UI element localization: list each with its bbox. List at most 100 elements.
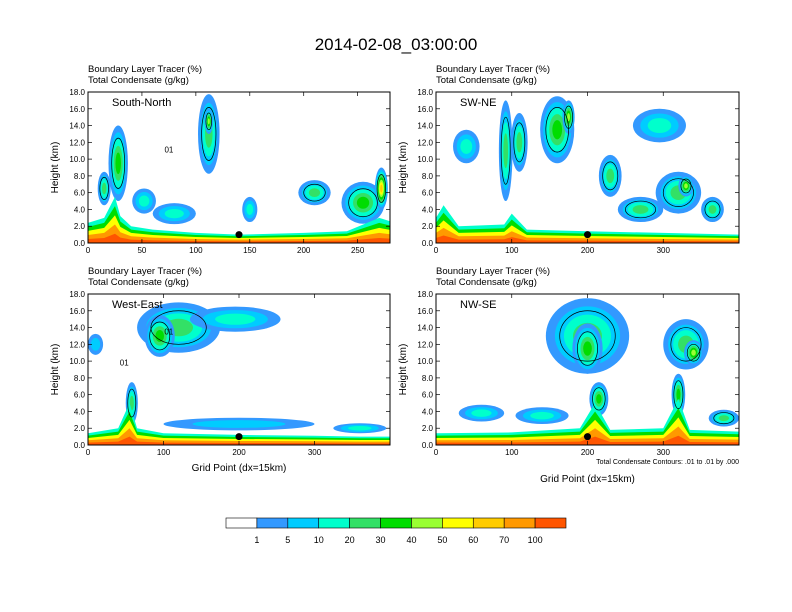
y-tick-label: 16.0 xyxy=(69,307,85,316)
plot-area: 01 xyxy=(88,94,390,243)
condensate-contour xyxy=(303,183,326,202)
y-tick-label: 14.0 xyxy=(417,122,433,131)
boundary-layer-band xyxy=(436,417,739,445)
panel-subtitle: Boundary Layer Tracer (%) xyxy=(88,266,202,277)
condensate-contour xyxy=(149,321,171,351)
colorbar-label: 60 xyxy=(468,535,478,545)
tracer-blob xyxy=(155,329,165,342)
boundary-layer-band xyxy=(88,215,390,243)
colorbar-label: 30 xyxy=(376,535,386,545)
condensate-contour xyxy=(713,412,735,425)
boundary-layer-band xyxy=(88,428,390,445)
x-tick-label: 150 xyxy=(243,246,257,255)
y-tick-label: 0.0 xyxy=(74,441,86,450)
condensate-contour xyxy=(564,105,573,129)
colorbar-swatch xyxy=(318,517,350,529)
colorbar-swatch xyxy=(380,517,412,529)
x-tick-label: 100 xyxy=(189,246,203,255)
location-marker xyxy=(584,433,591,441)
panel-south-north: 01 0.0 2.0 4.0 6.0 8.0 10.0 12.0 14.0 16.0 18.0 0 50… xyxy=(50,64,391,255)
x-tick-label: 100 xyxy=(505,448,519,457)
y-tick-label: 6.0 xyxy=(422,189,434,198)
colorbar-label: 20 xyxy=(345,535,355,545)
condensate-contour xyxy=(704,200,721,219)
tracer-blob xyxy=(308,188,321,198)
y-tick-label: 4.0 xyxy=(74,205,86,214)
tracer-blob xyxy=(356,196,370,209)
plot-frame xyxy=(435,91,740,244)
y-tick-label: 6.0 xyxy=(74,391,86,400)
boundary-layer-band xyxy=(88,233,390,243)
contour-label: 01 xyxy=(164,327,173,336)
tracer-blob xyxy=(246,203,254,216)
tracer-blob xyxy=(471,409,492,417)
y-tick-label: 10.0 xyxy=(69,357,85,366)
panel-region-label: West-East xyxy=(112,299,163,311)
x-tick-label: 50 xyxy=(137,246,146,255)
x-tick-label: 300 xyxy=(657,448,671,457)
y-tick-label: 6.0 xyxy=(74,189,86,198)
y-tick-label: 12.0 xyxy=(69,340,85,349)
x-tick-label: 200 xyxy=(581,448,595,457)
x-axis-label: Grid Point (dx=15km) xyxy=(192,463,287,474)
y-tick-label: 12.0 xyxy=(69,138,85,147)
boundary-layer-band xyxy=(88,411,390,445)
x-tick-label: 200 xyxy=(232,448,246,457)
tracer-blob xyxy=(567,113,571,122)
tracer-blob xyxy=(516,132,523,153)
y-tick-label: 14.0 xyxy=(69,122,85,131)
condensate-contour xyxy=(673,380,684,409)
tracer-blob xyxy=(207,118,210,125)
colorbar-label: 5 xyxy=(285,535,290,545)
tracer-blob xyxy=(647,118,672,134)
tracer-blob xyxy=(583,341,592,356)
tracer-blob xyxy=(90,337,101,351)
tracer-blob xyxy=(718,415,730,422)
panel-subtitle: Total Condensate (g/kg) xyxy=(88,277,189,288)
location-marker xyxy=(235,433,243,441)
boundary-layer-band xyxy=(88,419,390,445)
y-axis-label: Height (km) xyxy=(50,344,61,396)
y-tick-label: 0.0 xyxy=(422,441,434,450)
y-tick-label: 4.0 xyxy=(74,407,86,416)
y-tick-label: 10.0 xyxy=(69,155,85,164)
x-tick-label: 200 xyxy=(581,246,595,255)
panel-west-east: 01010.02.04.06.08.010.012.014.016.018.00… xyxy=(50,266,391,474)
tracer-blob xyxy=(380,184,383,193)
condensate-contour xyxy=(662,178,694,207)
x-tick-label: 0 xyxy=(434,448,439,457)
tracer-blob xyxy=(460,139,473,154)
condensate-contour xyxy=(592,387,606,411)
condensate-contour xyxy=(625,200,657,219)
figure-title: 2014-02-08_03:00:00 xyxy=(315,35,478,54)
condensate-contour xyxy=(686,343,701,362)
y-tick-label: 4.0 xyxy=(422,205,434,214)
panel-sw-ne: 0.0 2.0 4.0 6.0 8.0 10.0 12.0 14.0 16.0 18.0 0 100 2… xyxy=(398,64,740,255)
tracer-blob xyxy=(164,208,184,219)
y-tick-label: 10.0 xyxy=(417,155,433,164)
y-tick-label: 16.0 xyxy=(417,307,433,316)
panel-region-label: SW-NE xyxy=(460,97,496,109)
tracer-blob xyxy=(129,395,134,411)
panel-subtitle: Total Condensate (g/kg) xyxy=(88,75,189,86)
condensate-contour xyxy=(111,137,126,189)
condensate-contour xyxy=(201,107,217,161)
y-tick-label: 8.0 xyxy=(422,374,434,383)
condensate-contour xyxy=(670,327,702,362)
plot-area xyxy=(436,96,739,243)
panels: 010.02.04.06.08.010.012.014.016.018.00 50… xyxy=(50,64,740,485)
location-marker xyxy=(235,231,243,239)
plot-frame xyxy=(87,91,391,244)
condensate-contour xyxy=(348,188,378,218)
tracer-blob xyxy=(348,425,372,431)
tracer-blob xyxy=(215,313,256,325)
condensate-contour xyxy=(513,122,526,163)
boundary-layer-band xyxy=(88,196,390,243)
y-tick-label: 2.0 xyxy=(422,222,434,231)
colorbar-swatch xyxy=(225,517,258,529)
colorbar-swatch xyxy=(287,517,320,529)
plot-area xyxy=(436,298,739,445)
y-tick-label: 8.0 xyxy=(74,374,86,383)
tracer-blob xyxy=(530,411,554,420)
y-tick-label: 12.0 xyxy=(417,340,433,349)
